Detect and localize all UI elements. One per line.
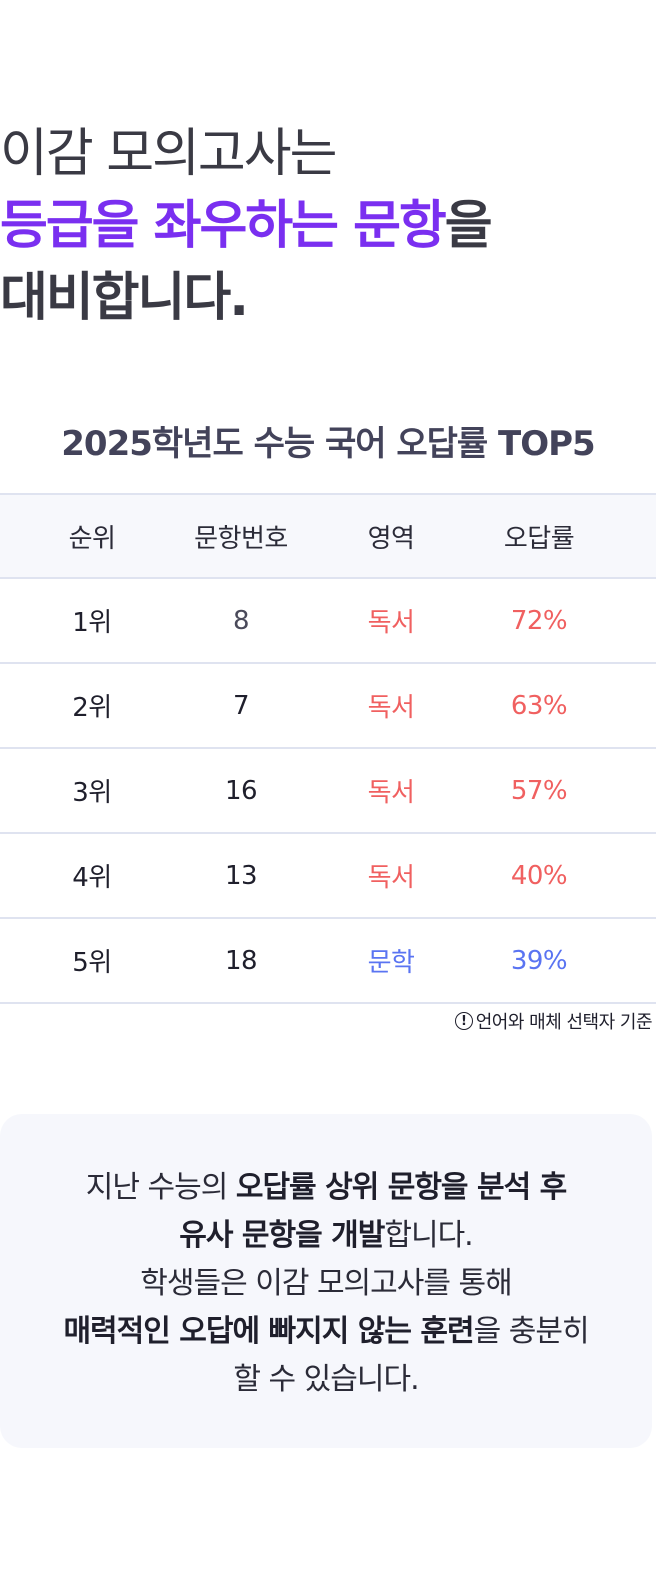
info-line-2-bold: 유사 문항을 개발 [179, 1218, 385, 1253]
header-rate: 오답률 [503, 523, 575, 554]
hero-line-1: 이감 모의고사는 [0, 124, 337, 184]
table-row: 5위 18 문학 39% [0, 919, 656, 1004]
row-area: 독서 [367, 693, 415, 723]
row-rank: 3위 [72, 778, 112, 808]
info-line-1-bold: 오답률 상위 문항을 분석 후 [235, 1170, 567, 1205]
row-number: 8 [232, 605, 250, 636]
info-line-1-plain: 지난 수능의 [85, 1170, 236, 1205]
footnote-text: 언어와 매체 선택자 기준 [475, 1012, 653, 1033]
table-row: 3위 16 독서 57% [0, 749, 656, 834]
table-row: 1위 8 독서 72% [0, 579, 656, 664]
table-row: 2위 7 독서 63% [0, 664, 656, 749]
table-row: 4위 13 독서 40% [0, 834, 656, 919]
hero-line-2-rest: 을 [444, 196, 493, 256]
row-area: 독서 [367, 608, 415, 638]
row-rank: 5위 [72, 948, 112, 978]
row-rank: 2위 [72, 693, 112, 723]
row-rate: 72% [510, 605, 568, 636]
row-area: 문학 [367, 948, 415, 978]
header-rank: 순위 [68, 523, 116, 554]
info-line-2: 유사 문항을 개발합니다. [0, 1212, 652, 1260]
header-number: 문항번호 [194, 523, 288, 554]
table-title: 2025학년도 수능 국어 오답률 TOP5 [61, 424, 595, 464]
info-text: 지난 수능의 오답률 상위 문항을 분석 후 유사 문항을 개발합니다. 학생들… [0, 1164, 652, 1404]
row-number: 16 [224, 775, 258, 806]
table-header-row: 순위 문항번호 영역 오답률 [0, 493, 656, 579]
info-box: 지난 수능의 오답률 상위 문항을 분석 후 유사 문항을 개발합니다. 학생들… [0, 1114, 652, 1448]
info-line-5-plain: 할 수 있습니다. [233, 1362, 419, 1397]
row-rate: 39% [510, 945, 568, 976]
info-line-2-plain: 합니다. [384, 1218, 473, 1253]
hero-heading: 이감 모의고사는 등급을 좌우하는 문항을 대비합니다. [0, 118, 656, 334]
row-number: 18 [224, 945, 258, 976]
row-area: 독서 [367, 863, 415, 893]
info-line-4-bold: 매력적인 오답에 빠지지 않는 훈련 [63, 1314, 474, 1349]
row-rank: 1위 [72, 608, 112, 638]
row-rate: 40% [510, 860, 568, 891]
row-number: 13 [224, 860, 258, 891]
info-line-4-plain: 을 충분히 [473, 1314, 590, 1349]
info-circle-icon: ! [454, 1012, 473, 1030]
row-rank: 4위 [72, 863, 112, 893]
info-line-3: 학생들은 이감 모의고사를 통해 [0, 1260, 652, 1308]
error-rate-table: 순위 문항번호 영역 오답률 1위 8 독서 72% 2위 7 독서 63% 3… [0, 493, 656, 1004]
info-line-1: 지난 수능의 오답률 상위 문항을 분석 후 [0, 1164, 652, 1212]
table-footnote: ! 언어와 매체 선택자 기준 [454, 1008, 653, 1034]
hero-line-3: 대비합니다. [0, 268, 249, 328]
row-rate: 63% [510, 690, 568, 721]
row-area: 독서 [367, 778, 415, 808]
header-area: 영역 [367, 523, 415, 554]
row-rate: 57% [510, 775, 568, 806]
info-line-4: 매력적인 오답에 빠지지 않는 훈련을 충분히 [0, 1308, 652, 1356]
info-line-5: 할 수 있습니다. [0, 1356, 652, 1404]
hero-accent-text: 등급을 좌우하는 문항 [0, 196, 447, 256]
row-number: 7 [232, 690, 250, 721]
info-line-3-plain: 학생들은 이감 모의고사를 통해 [140, 1266, 512, 1301]
hero-line-2: 등급을 좌우하는 문항을 [0, 190, 656, 262]
